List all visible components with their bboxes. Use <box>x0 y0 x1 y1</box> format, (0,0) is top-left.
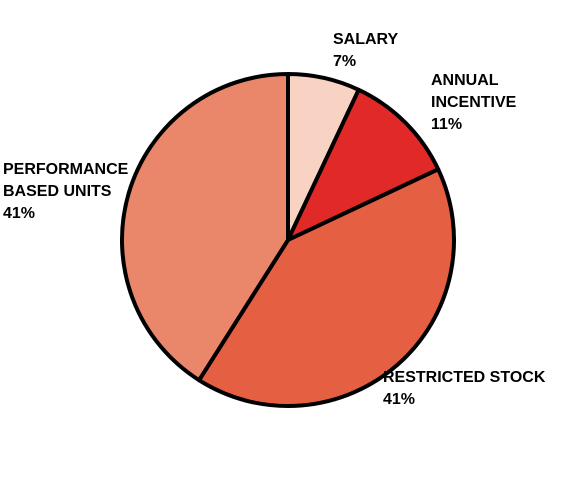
pie-label-line: RESTRICTED STOCK <box>383 369 546 386</box>
pie-label-line: PERFORMANCE <box>3 161 129 178</box>
pie-slices <box>120 72 456 408</box>
pie-label-salary: SALARY 7% <box>333 31 399 70</box>
pie-label-line: INCENTIVE <box>431 94 517 111</box>
pie-slice-annual-incentive <box>286 87 441 242</box>
pie-label-line: BASED UNITS <box>3 183 112 200</box>
pie-slice-restricted-stock <box>197 167 456 408</box>
pie-label-value: 41% <box>3 205 35 222</box>
pie-label-restricted-stock: RESTRICTED STOCK 41% <box>383 369 546 408</box>
pie-slice-performance-based-units <box>120 72 290 383</box>
pie-label-value: 41% <box>383 391 415 408</box>
pie-label-annual-incentive: ANNUAL INCENTIVE 11% <box>431 72 517 133</box>
pie-label-value: 7% <box>333 53 356 70</box>
pie-label-line: ANNUAL <box>431 72 499 89</box>
pie-label-line: SALARY <box>333 31 399 48</box>
pie-label-value: 11% <box>431 116 462 133</box>
pie-labels: SALARY 7% ANNUAL INCENTIVE 11% RESTRICTED STO… <box>3 31 546 408</box>
pie-label-performance-based-units: PERFORMANCE BASED UNITS 41% <box>3 161 129 222</box>
